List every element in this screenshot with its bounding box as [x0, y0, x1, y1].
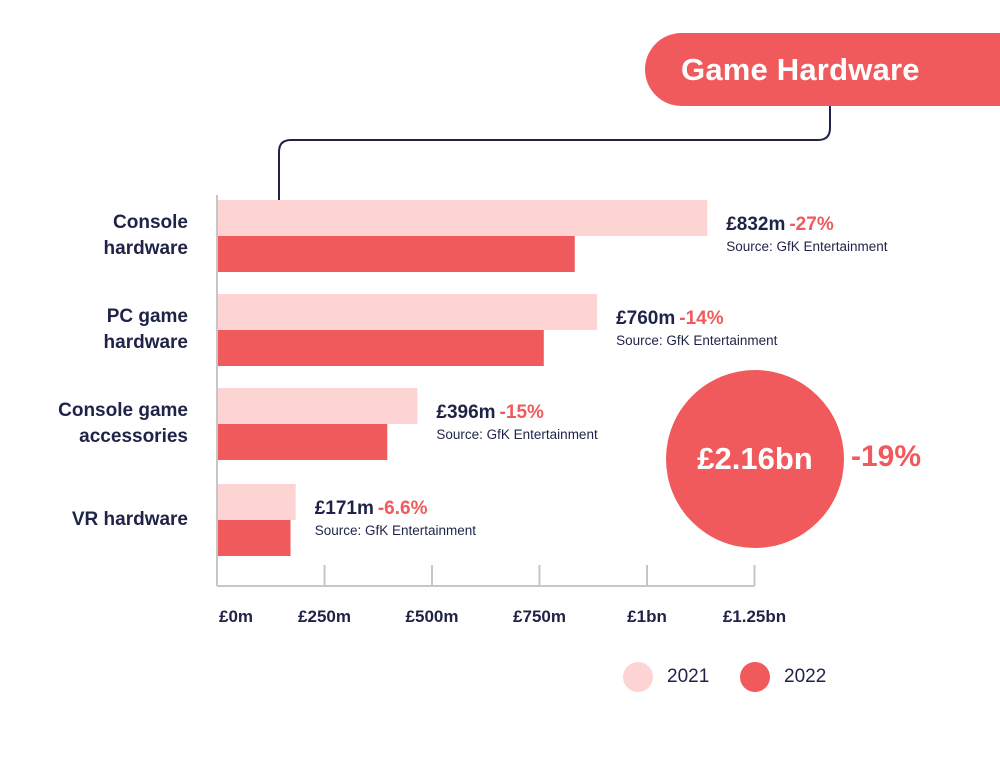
total-change: -19% [851, 440, 922, 473]
bar-2022-0 [217, 236, 575, 272]
total-circle: £2.16bn [666, 370, 844, 548]
value-amount-0: £832m [726, 214, 786, 235]
legend-swatch-2021 [623, 662, 653, 692]
bar-2021-0 [217, 200, 708, 236]
value-change-1: -14% [679, 308, 724, 329]
category-label-2: Console game accessories [58, 400, 188, 447]
legend-swatch-2022 [740, 662, 770, 692]
value-annotation-0: £832m -27% Source: GfK Entertainment [726, 214, 887, 256]
category-label-3: VR hardware [71, 509, 188, 530]
value-line-3: £171m -6.6% [315, 498, 476, 520]
x-tick-label-3: £750m [513, 607, 566, 626]
bar-2021-1 [217, 294, 598, 330]
value-annotation-2: £396m -15% Source: GfK Entertainment [436, 402, 597, 444]
bar-2021-2 [217, 388, 418, 424]
value-line-0: £832m -27% [726, 214, 887, 236]
value-change-2: -15% [499, 402, 544, 423]
value-annotation-3: £171m -6.6% Source: GfK Entertainment [315, 498, 476, 540]
value-amount-2: £396m [436, 402, 496, 423]
bar-2022-2 [217, 424, 388, 460]
value-source-3: Source: GfK Entertainment [314, 523, 477, 538]
bar-2021-3 [217, 484, 296, 520]
value-line-1: £760m -14% [616, 308, 777, 330]
value-change-3: -6.6% [377, 498, 428, 519]
x-tick-label-4: £1bn [627, 607, 667, 626]
chart-title: Game Hardware [645, 33, 1000, 106]
value-annotation-1: £760m -14% Source: GfK Entertainment [616, 308, 777, 350]
bar-2022-3 [217, 520, 291, 556]
value-source-2: Source: GfK Entertainment [436, 427, 598, 442]
title-connector-line [278, 106, 831, 200]
legend-item-2021: 2021 [623, 662, 709, 692]
legend-label-2022: 2022 [784, 666, 827, 687]
value-source-0: Source: GfK Entertainment [726, 239, 888, 254]
legend-item-2022: 2022 [740, 662, 826, 692]
x-tick-label-1: £250m [298, 607, 351, 626]
x-tick-label-5: £1.25bn [722, 607, 787, 626]
x-tick-label-2: £500m [405, 607, 459, 626]
value-line-2: £396m -15% [436, 402, 597, 424]
value-source-1: Source: GfK Entertainment [616, 333, 778, 348]
value-amount-1: £760m [616, 308, 676, 329]
value-amount-3: £171m [314, 498, 374, 519]
category-label-1: PC game hardware [103, 306, 188, 353]
x-tick-label-0: £0m [218, 607, 254, 626]
value-change-0: -27% [789, 214, 834, 235]
legend-label-2021: 2021 [667, 666, 710, 687]
bar-2022-1 [217, 330, 544, 366]
total-amount: £2.16bn [697, 441, 813, 476]
category-label-0: Console hardware [103, 212, 188, 259]
